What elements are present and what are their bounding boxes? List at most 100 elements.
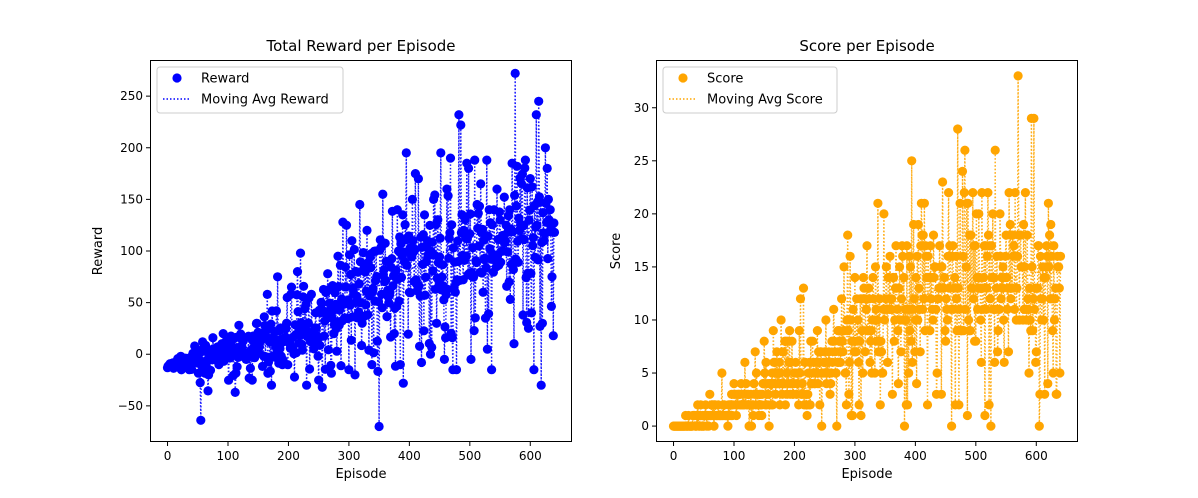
- score-point: [797, 379, 807, 389]
- reward-point: [354, 279, 364, 289]
- score-point: [878, 368, 888, 378]
- score-point: [904, 368, 914, 378]
- reward-point: [487, 220, 497, 230]
- score-point: [965, 326, 976, 336]
- score-point: [929, 272, 939, 283]
- reward-point: [275, 343, 285, 354]
- reward-point: [340, 262, 350, 272]
- reward-legend-label: Moving Avg Reward: [201, 93, 329, 108]
- score-point: [990, 145, 1000, 155]
- reward-point: [369, 348, 379, 358]
- score-point: [913, 315, 923, 325]
- score-point: [993, 347, 1003, 357]
- score-y-tick-label: 20: [634, 207, 649, 221]
- score-point: [1016, 230, 1026, 240]
- score-point: [837, 294, 847, 304]
- reward-point: [372, 336, 382, 346]
- reward-point: [439, 354, 449, 364]
- reward-point: [512, 161, 522, 171]
- reward-point: [266, 380, 277, 390]
- score-point: [981, 304, 991, 314]
- reward-legend-box: [156, 66, 344, 114]
- reward-point: [428, 266, 438, 276]
- score-point: [798, 283, 809, 293]
- reward-point: [502, 247, 512, 257]
- score-point: [935, 241, 945, 251]
- reward-point: [435, 233, 445, 243]
- score-point: [870, 368, 880, 378]
- score-point: [1034, 241, 1044, 251]
- score-point: [1029, 304, 1040, 314]
- reward-point: [456, 120, 466, 130]
- reward-point: [341, 282, 351, 292]
- score-y-tick-label: 15: [634, 260, 649, 274]
- score-point: [966, 230, 976, 240]
- score-point: [942, 315, 953, 325]
- reward-point: [358, 248, 368, 258]
- reward-point: [196, 415, 206, 425]
- score-point: [851, 347, 861, 357]
- reward-point: [483, 231, 493, 241]
- score-point: [868, 272, 878, 283]
- reward-point: [218, 329, 228, 339]
- reward-point: [245, 363, 255, 373]
- score-point: [915, 347, 925, 357]
- score-point: [841, 400, 852, 410]
- reward-point: [425, 349, 436, 359]
- reward-point: [408, 236, 418, 246]
- score-x-tick-label: 200: [783, 449, 806, 463]
- reward-x-tick-label: 0: [164, 449, 172, 463]
- reward-point: [432, 318, 442, 328]
- score-point: [860, 347, 870, 357]
- score-point: [976, 357, 986, 367]
- reward-point: [286, 282, 297, 292]
- score-point: [1029, 113, 1039, 123]
- score-point: [905, 326, 915, 336]
- reward-point: [387, 254, 397, 264]
- reward-x-tick-label: 100: [217, 449, 240, 463]
- score-y-tick-label: 5: [641, 366, 649, 380]
- score-point: [962, 410, 973, 421]
- reward-point: [524, 215, 534, 225]
- reward-point: [378, 189, 388, 199]
- reward-point: [542, 163, 552, 173]
- reward-point: [381, 275, 391, 285]
- score-point: [854, 400, 864, 410]
- reward-point: [499, 192, 509, 202]
- score-point: [1049, 315, 1059, 325]
- score-point: [902, 400, 913, 410]
- score-point: [985, 294, 995, 304]
- score-point: [841, 368, 851, 378]
- reward-point: [451, 365, 462, 375]
- score-point: [990, 357, 1000, 367]
- score-point: [1031, 347, 1041, 357]
- reward-point: [447, 333, 457, 343]
- score-point: [1019, 219, 1029, 230]
- score-plot-area: [668, 71, 1066, 431]
- reward-point: [445, 153, 456, 163]
- score-point: [1005, 219, 1015, 230]
- reward-point: [283, 360, 293, 370]
- reward-point: [190, 341, 200, 351]
- reward-point: [395, 360, 405, 370]
- reward-point: [401, 148, 411, 158]
- score-point: [831, 368, 841, 378]
- reward-markers: [162, 68, 560, 432]
- score-point: [1048, 326, 1058, 336]
- score-point: [1055, 251, 1066, 261]
- score-point: [953, 283, 963, 293]
- reward-point: [362, 225, 372, 235]
- score-point: [838, 347, 848, 357]
- reward-point: [453, 236, 463, 246]
- score-point: [889, 272, 899, 283]
- score-point: [1044, 262, 1054, 272]
- score-point: [812, 326, 823, 336]
- score-point: [1040, 272, 1050, 283]
- score-point: [898, 251, 908, 261]
- score-point: [932, 368, 942, 378]
- reward-point: [363, 310, 373, 320]
- reward-point: [230, 387, 240, 397]
- reward-point: [203, 386, 213, 396]
- score-point: [774, 357, 784, 367]
- reward-point: [415, 341, 425, 351]
